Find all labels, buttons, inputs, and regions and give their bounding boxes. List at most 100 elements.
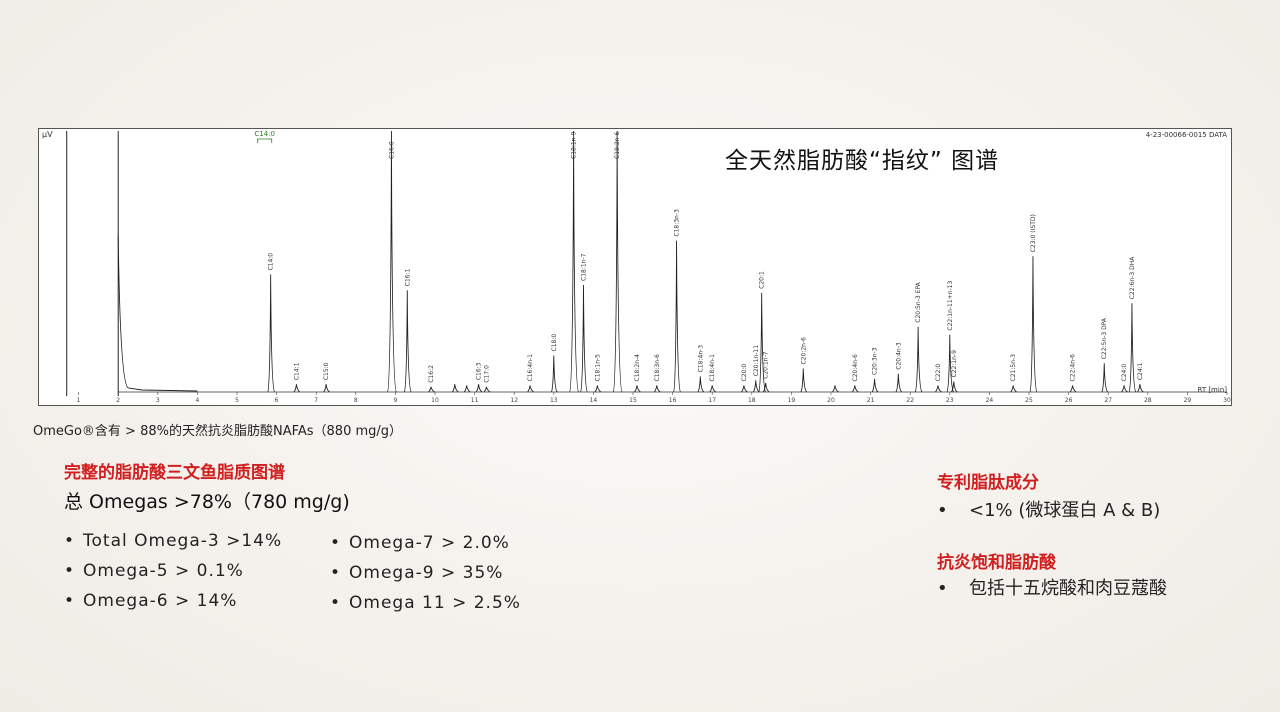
chromatogram-peak: [1128, 303, 1137, 393]
x-tick-label: 12: [510, 397, 518, 404]
x-tick-label: 13: [550, 397, 558, 404]
list-item: • Omega 11 > 2.5%: [330, 593, 521, 613]
list-item: • Omega-5 > 0.1%: [64, 561, 244, 581]
x-tick-label: 17: [708, 397, 716, 404]
list-item: • Total Omega-3 >14%: [64, 531, 283, 551]
chromatogram-peak: [1029, 256, 1038, 393]
chromatogram-peak: [569, 130, 580, 393]
y-unit-label: μV: [42, 130, 53, 139]
chromatogram-peak: [527, 385, 534, 393]
list-item: • 包括十五烷酸和肉豆蔻酸: [937, 578, 1167, 599]
peak-label: C18:0: [551, 334, 558, 352]
x-tick-label: 21: [867, 397, 875, 404]
peak-label: C17:0: [483, 365, 490, 383]
x-tick-label: 25: [1025, 397, 1033, 404]
chromatogram-panel: 1 2 3 4 5 6 7 8 9 10 11 12 13 14 15 16 17 18 19 20 21 22 23 24 2…: [38, 128, 1232, 406]
chromatogram-peak: [762, 382, 770, 393]
chromatogram-peak: [1069, 385, 1077, 393]
x-tick-label: 19: [788, 397, 796, 404]
chromatogram-peak: [851, 385, 859, 393]
peak-label: C14:1: [293, 362, 300, 380]
chromatogram-peak: [697, 376, 705, 393]
chromatogram-peak: [1137, 384, 1144, 393]
anti-inflammatory-heading: 抗炎饱和脂肪酸: [937, 553, 1056, 573]
chromatogram-peak: [386, 130, 397, 393]
chromatogram-peak: [895, 373, 903, 393]
chromatogram-peak: [653, 385, 661, 393]
chromatogram-peak: [323, 384, 330, 393]
peak-label: C18:2n-6: [614, 131, 621, 159]
chromatogram-peak: [1010, 385, 1017, 393]
chromatogram-peak: [752, 380, 760, 393]
chromatogram-peak: [267, 274, 276, 393]
x-tick-label: 8: [354, 397, 358, 404]
peak-label: C21:5n-3: [1010, 354, 1017, 382]
x-tick-label: 15: [629, 397, 637, 404]
x-tick-label: 3: [156, 397, 160, 404]
chromatogram-peak: [293, 384, 301, 393]
x-tick-label: 30: [1223, 397, 1231, 404]
chromatogram-plot: 1 2 3 4 5 6 7 8 9 10 11 12 13 14 15 16 17 18 19 20 21 22 23 24 2…: [66, 130, 1231, 404]
peak-label: C20:1: [759, 271, 766, 289]
x-tick-label: 18: [748, 397, 756, 404]
chromatogram-peak: [403, 290, 412, 393]
peak-label: C16:4n-1: [527, 354, 534, 382]
data-file-id: 4-23-00066-0015 DATA: [1145, 131, 1227, 139]
peak-label: C20:2n-6: [800, 337, 807, 365]
x-axis-label: RT [min]: [1197, 386, 1227, 394]
x-tick-label: 9: [393, 397, 397, 404]
x-tick-label: 2: [116, 397, 120, 404]
peak-label: C16:0: [388, 141, 395, 159]
chart-title: 全天然脂肪酸“指纹” 图谱: [725, 148, 1000, 174]
chromatogram-peak: [580, 284, 588, 393]
chromatogram-peak: [634, 385, 641, 393]
peak-label: C18:1n-9: [571, 131, 578, 159]
chromatogram-peak: [612, 130, 623, 393]
x-tick-label: 14: [590, 397, 598, 404]
peak-label: C18:4n-1: [709, 354, 716, 382]
peak-label: C18:4n-3: [697, 345, 704, 373]
chromatogram-peak: [950, 381, 958, 393]
peak-label: C22:4n-6: [1070, 354, 1077, 382]
peak-label: C20:5n-3 EPA: [915, 281, 922, 322]
peak-label: C24:1: [1137, 362, 1144, 380]
solvent-tail: [117, 235, 198, 392]
chromatogram-peak: [428, 386, 435, 393]
marker-label: C14:0: [254, 130, 275, 138]
x-tick-label: 11: [471, 397, 479, 404]
chromatogram-peak: [914, 326, 923, 393]
chromatogram-peak: [483, 386, 491, 393]
list-item: • Omega-7 > 2.0%: [330, 533, 510, 553]
peak-label: C22:6n-3 DHA: [1129, 256, 1136, 299]
chromatogram-peak: [709, 385, 716, 393]
peak-label: C18:2n-4: [634, 354, 641, 382]
peak-label: C18:1n-7: [581, 253, 588, 281]
chromatogram-peak: [758, 292, 767, 393]
x-tick-label: 24: [986, 397, 994, 404]
chart-caption: OmeGo®含有 > 88%的天然抗炎脂肪酸NAFAs（880 mg/g）: [33, 424, 403, 439]
x-tick-label: 23: [946, 397, 954, 404]
peak-label: C24:0: [1121, 364, 1128, 382]
profile-heading: 完整的脂肪酸三文鱼脂质图谱: [64, 463, 285, 483]
chromatogram-peak: [800, 368, 808, 393]
chromatogram-peak: [832, 385, 839, 393]
peak-label: C20:1n-11: [753, 345, 760, 376]
peak-label: C20:4n-6: [852, 354, 859, 382]
peak-label: C20:1n-7: [763, 351, 770, 379]
peak-label: C18:3n-6: [654, 354, 661, 382]
peptides-heading: 专利脂肽成分: [937, 473, 1039, 493]
peak-label: C15:0: [323, 362, 330, 380]
peak-label: C22:0: [935, 364, 942, 382]
peak-label: C18:3n-3: [674, 209, 681, 237]
peak-label: C16:1: [404, 268, 411, 286]
chromatogram-peak: [463, 385, 471, 393]
list-item: • Omega-9 > 35%: [330, 563, 504, 583]
x-tick-label: 16: [669, 397, 677, 404]
x-tick-label: 27: [1104, 397, 1112, 404]
chromatogram-peak: [946, 334, 955, 393]
chromatogram-peak: [475, 384, 483, 393]
x-tick-label: 10: [431, 397, 439, 404]
chromatogram-peak: [871, 378, 879, 393]
x-tick-label: 1: [77, 397, 81, 404]
peak-label: C16:2: [428, 365, 435, 383]
